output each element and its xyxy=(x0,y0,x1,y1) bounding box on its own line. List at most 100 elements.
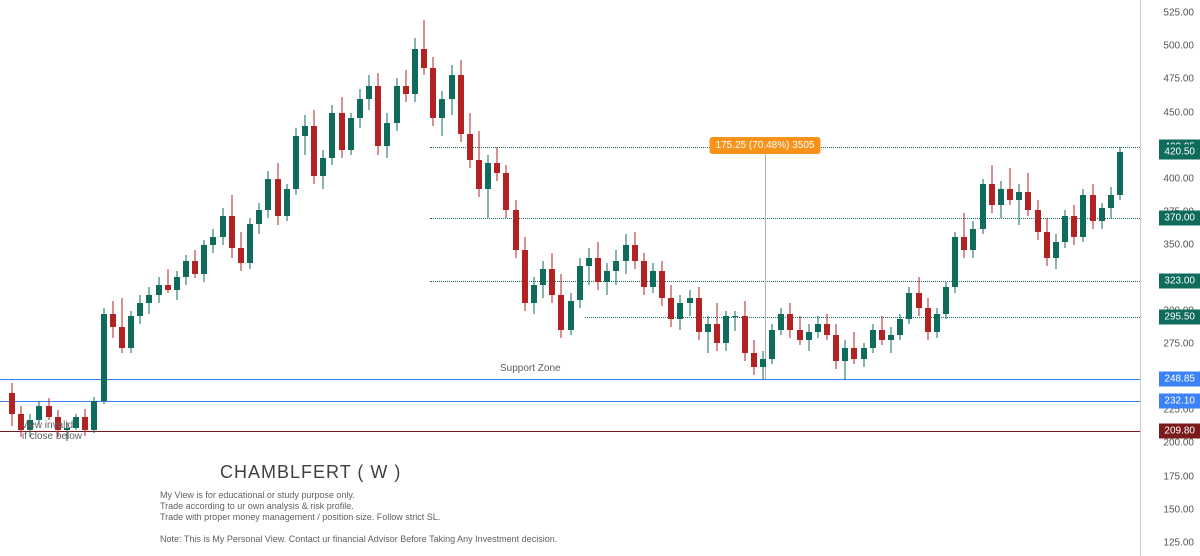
candle xyxy=(824,0,830,556)
candle xyxy=(833,0,839,556)
candle xyxy=(540,0,546,556)
candle xyxy=(696,0,702,556)
candle xyxy=(430,0,436,556)
candle xyxy=(1007,0,1013,556)
candle xyxy=(980,0,986,556)
candle xyxy=(46,0,52,556)
candle xyxy=(549,0,555,556)
candle xyxy=(1108,0,1114,556)
disclaimer-line: Trade according to ur own analysis & ris… xyxy=(160,501,354,511)
candle xyxy=(888,0,894,556)
candle xyxy=(412,0,418,556)
candle xyxy=(723,0,729,556)
candle xyxy=(146,0,152,556)
candle xyxy=(586,0,592,556)
candle xyxy=(797,0,803,556)
candle xyxy=(760,0,766,556)
candle xyxy=(165,0,171,556)
candle xyxy=(595,0,601,556)
y-tick-label: 475.00 xyxy=(1163,74,1194,85)
candle xyxy=(906,0,912,556)
candle xyxy=(925,0,931,556)
candle xyxy=(531,0,537,556)
candle xyxy=(210,0,216,556)
candle xyxy=(705,0,711,556)
candle xyxy=(1016,0,1022,556)
candle xyxy=(677,0,683,556)
candle xyxy=(714,0,720,556)
candle xyxy=(943,0,949,556)
candle xyxy=(476,0,482,556)
candle xyxy=(577,0,583,556)
candle xyxy=(174,0,180,556)
candle xyxy=(970,0,976,556)
y-tick-label: 500.00 xyxy=(1163,41,1194,52)
candle xyxy=(998,0,1004,556)
candle xyxy=(1099,0,1105,556)
y-tick-label: 450.00 xyxy=(1163,107,1194,118)
y-tick-label: 525.00 xyxy=(1163,8,1194,19)
candle xyxy=(668,0,674,556)
y-tick-label: 350.00 xyxy=(1163,239,1194,250)
candle xyxy=(1035,0,1041,556)
candle xyxy=(623,0,629,556)
candle xyxy=(513,0,519,556)
candle xyxy=(119,0,125,556)
candle xyxy=(183,0,189,556)
candle xyxy=(751,0,757,556)
candlestick-chart[interactable]: 175.25 (70.48%) 3505Support Zoneview inv… xyxy=(0,0,1200,556)
candle xyxy=(439,0,445,556)
candle xyxy=(742,0,748,556)
candle xyxy=(989,0,995,556)
candle xyxy=(156,0,162,556)
candle xyxy=(732,0,738,556)
candle xyxy=(128,0,134,556)
disclaimer-line: Note: This is My Personal View. Contact … xyxy=(160,534,557,544)
candle xyxy=(952,0,958,556)
candle xyxy=(659,0,665,556)
candle xyxy=(485,0,491,556)
candle xyxy=(503,0,509,556)
price-tag: 295.50 xyxy=(1159,310,1200,325)
candle xyxy=(91,0,97,556)
candle xyxy=(1071,0,1077,556)
candle xyxy=(650,0,656,556)
candle xyxy=(494,0,500,556)
candle xyxy=(18,0,24,556)
candle xyxy=(403,0,409,556)
candle xyxy=(604,0,610,556)
price-tag: 370.00 xyxy=(1159,211,1200,226)
candle xyxy=(806,0,812,556)
y-tick-label: 200.00 xyxy=(1163,438,1194,449)
candle xyxy=(64,0,70,556)
candle xyxy=(522,0,528,556)
candle xyxy=(778,0,784,556)
candle xyxy=(934,0,940,556)
candle xyxy=(36,0,42,556)
y-tick-label: 150.00 xyxy=(1163,504,1194,515)
price-tag: 209.80 xyxy=(1159,423,1200,438)
y-tick-label: 125.00 xyxy=(1163,537,1194,548)
candle xyxy=(861,0,867,556)
candle xyxy=(55,0,61,556)
y-tick-label: 175.00 xyxy=(1163,471,1194,482)
candle xyxy=(916,0,922,556)
candle xyxy=(73,0,79,556)
candle xyxy=(467,0,473,556)
candle xyxy=(568,0,574,556)
plot-area[interactable]: 175.25 (70.48%) 3505Support Zoneview inv… xyxy=(0,0,1140,556)
candle xyxy=(27,0,33,556)
candle xyxy=(897,0,903,556)
candle xyxy=(421,0,427,556)
candle xyxy=(110,0,116,556)
disclaimer-line: My View is for educational or study purp… xyxy=(160,490,355,500)
y-axis: 125.00150.00175.00200.00225.00250.00275.… xyxy=(1140,0,1200,556)
y-tick-label: 400.00 xyxy=(1163,173,1194,184)
candle xyxy=(458,0,464,556)
candle xyxy=(82,0,88,556)
view-invalid-label: view invalidif close below xyxy=(22,420,82,442)
price-tag: 323.00 xyxy=(1159,273,1200,288)
candle xyxy=(961,0,967,556)
chart-title: CHAMBLFERT ( W ) xyxy=(220,462,401,483)
candle xyxy=(1090,0,1096,556)
